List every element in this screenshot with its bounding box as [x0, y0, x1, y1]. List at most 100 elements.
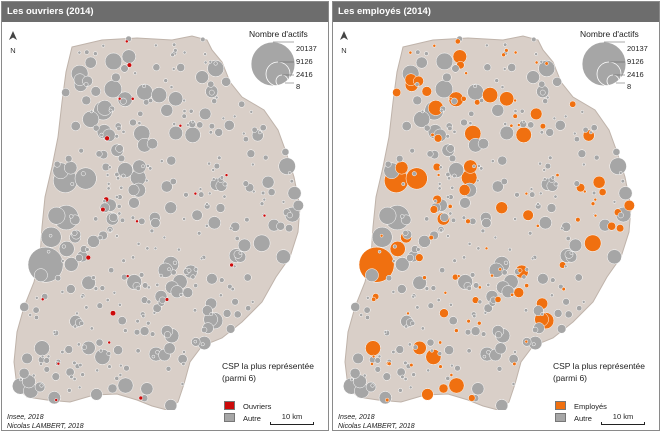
commune-circle	[556, 324, 567, 334]
commune-circle	[34, 381, 46, 393]
commune-circle	[494, 342, 507, 355]
commune-circle	[558, 283, 564, 290]
commune-circle	[526, 70, 540, 84]
commune-circle	[232, 114, 237, 119]
commune-circle	[471, 382, 485, 396]
legend-label: Autre	[574, 414, 592, 423]
commune-circle	[125, 39, 129, 44]
commune-circle	[151, 354, 156, 359]
commune-circle	[437, 351, 443, 356]
commune-circle	[48, 233, 53, 238]
commune-circle	[472, 164, 476, 169]
commune-circle	[106, 182, 111, 186]
commune-circle	[403, 360, 408, 366]
commune-circle	[107, 165, 112, 170]
commune-circle	[407, 342, 412, 347]
commune-circle	[490, 273, 494, 278]
commune-circle	[403, 377, 408, 381]
commune-circle	[111, 72, 121, 83]
commune-circle	[530, 256, 535, 261]
commune-circle	[568, 238, 583, 252]
commune-circle	[430, 285, 437, 291]
commune-circle	[231, 298, 239, 306]
commune-circle	[114, 134, 119, 139]
commune-circle	[276, 221, 285, 231]
commune-circle	[193, 283, 199, 288]
commune-circle	[199, 256, 204, 261]
commune-circle	[491, 103, 505, 117]
commune-circle	[40, 354, 45, 359]
commune-circle	[483, 311, 488, 315]
legend-label: Autre	[243, 414, 261, 423]
commune-circle	[450, 97, 458, 105]
commune-circle	[126, 62, 132, 68]
commune-circle	[442, 72, 452, 83]
commune-circle	[552, 76, 562, 87]
commune-circle	[365, 340, 381, 357]
commune-circle	[170, 52, 175, 58]
commune-circle	[468, 110, 475, 117]
commune-circle	[40, 297, 45, 302]
commune-circle	[477, 299, 483, 305]
commune-circle	[87, 235, 100, 248]
commune-circle	[532, 326, 539, 333]
commune-circle	[73, 324, 78, 329]
commune-circle	[61, 88, 71, 97]
commune-circle	[519, 108, 525, 114]
commune-circle	[436, 173, 441, 177]
commune-circle	[197, 231, 202, 236]
commune-circle	[439, 108, 444, 113]
commune-circle	[480, 228, 486, 234]
commune-circle	[391, 349, 396, 355]
scale-label: 10 km	[281, 412, 303, 421]
commune-circle	[504, 48, 509, 53]
commune-circle	[99, 285, 106, 291]
commune-circle	[472, 314, 477, 319]
commune-circle	[149, 331, 156, 337]
commune-circle	[81, 344, 88, 350]
commune-circle	[349, 367, 361, 379]
commune-circle	[56, 361, 61, 366]
commune-circle	[182, 98, 186, 103]
commune-circle	[590, 124, 598, 132]
commune-circle	[480, 331, 487, 337]
commune-circle	[545, 128, 554, 137]
commune-circle	[370, 362, 374, 366]
commune-circle	[538, 60, 556, 77]
commune-circle	[64, 345, 74, 354]
commune-circle	[196, 121, 204, 129]
commune-circle	[612, 148, 621, 156]
commune-circle	[498, 267, 502, 272]
commune-circle	[95, 150, 103, 158]
commune-circle	[230, 287, 235, 292]
commune-circle	[242, 136, 249, 143]
commune-circle	[60, 290, 65, 294]
commune-circle	[606, 249, 622, 265]
commune-circle	[553, 309, 563, 318]
commune-circle	[582, 126, 589, 133]
commune-circle	[395, 161, 409, 175]
commune-circle	[34, 315, 39, 320]
commune-circle	[229, 226, 233, 231]
commune-circle	[121, 49, 136, 64]
commune-circle	[58, 240, 75, 257]
commune-circle	[401, 182, 406, 186]
commune-circle	[397, 284, 407, 294]
commune-circle	[499, 91, 515, 107]
commune-circle	[95, 338, 104, 347]
commune-circle	[93, 286, 99, 291]
commune-circle	[445, 376, 451, 381]
commune-circle	[201, 326, 208, 333]
commune-circle	[78, 363, 83, 368]
commune-circle	[607, 221, 616, 231]
commune-circle	[460, 118, 468, 127]
commune-circle	[384, 160, 392, 168]
commune-circle	[446, 144, 455, 153]
commune-circle	[203, 60, 208, 65]
commune-circle	[521, 274, 527, 280]
commune-circle	[443, 291, 448, 295]
commune-circle	[127, 184, 140, 196]
commune-circle	[449, 373, 454, 377]
commune-circle	[529, 187, 534, 191]
commune-circle	[169, 85, 174, 89]
